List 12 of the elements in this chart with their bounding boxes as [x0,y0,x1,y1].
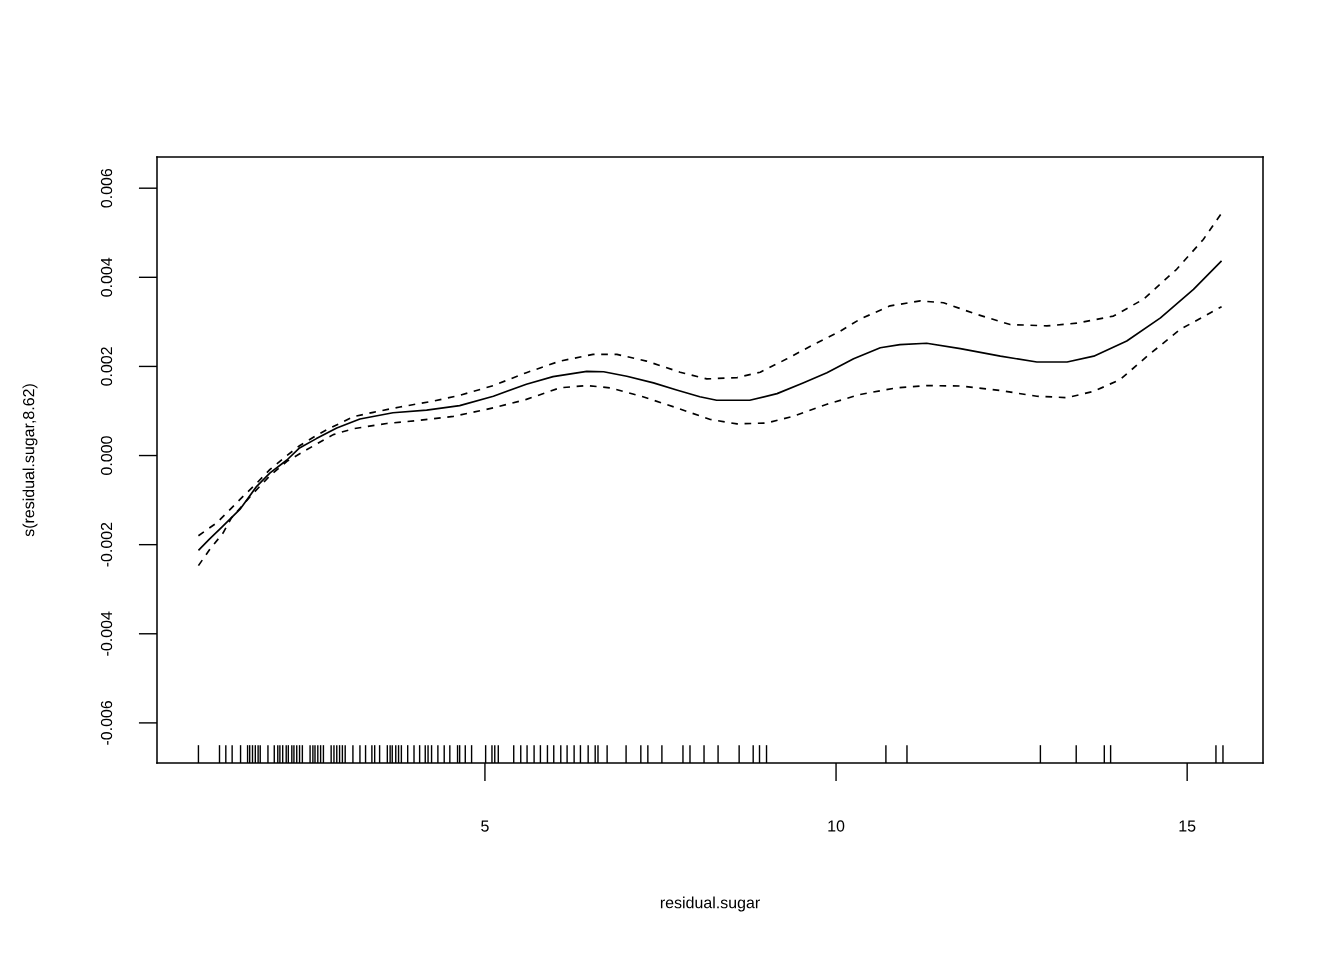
x-axis-title: residual.sugar [660,896,760,912]
y-tick-label: 0.006 [100,168,113,208]
y-tick-label: 0.002 [100,347,113,386]
x-tick-label: 15 [1179,820,1196,832]
y-tick-label: 0.000 [100,436,113,475]
y-tick-label: -0.006 [100,700,113,745]
y-tick-label: -0.002 [100,522,113,567]
y-tick-label: 0.004 [100,257,113,297]
x-tick-label: 5 [481,820,489,832]
x-tick-label: 10 [828,820,845,832]
y-tick-label: -0.004 [100,611,113,656]
y-axis-title: s(residual.sugar,8.62) [22,384,38,537]
